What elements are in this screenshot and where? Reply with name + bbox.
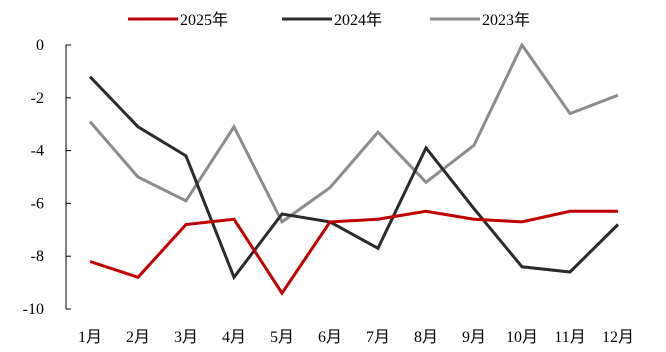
axes: 0 -2 -4 -6 -8 -10 1月 2月 3月 4月 5月 6月 7月 8月 9月 10月 11月 12月 — [23, 37, 634, 346]
x-tick-label: 7月 — [366, 329, 390, 346]
legend: 2025年 2024年 2023年 — [128, 11, 530, 29]
x-tick-label: 11月 — [554, 329, 585, 346]
series-line-2024年 — [88, 75, 620, 281]
legend-label: 2023年 — [482, 11, 530, 29]
x-tick-label: 5月 — [270, 329, 294, 346]
x-tick-label: 3月 — [174, 329, 198, 346]
series-group — [88, 42, 620, 296]
series-line-2023年 — [88, 42, 619, 225]
y-tick-label: -4 — [31, 143, 44, 160]
x-axis-labels: 1月 2月 3月 4月 5月 6月 7月 8月 9月 10月 11月 12月 — [78, 329, 634, 346]
x-tick-label: 1月 — [78, 329, 102, 346]
x-tick-label: 8月 — [414, 329, 438, 346]
y-tick-label: -10 — [23, 301, 44, 318]
x-tick-label: 9月 — [462, 329, 486, 346]
y-axis-ticks: 0 -2 -4 -6 -8 -10 — [23, 37, 71, 318]
series-line-2025年 — [89, 209, 618, 296]
x-tick-label: 2月 — [126, 329, 150, 346]
y-tick-label: -6 — [31, 195, 44, 212]
x-tick-label: 6月 — [318, 329, 342, 346]
x-tick-label: 10月 — [506, 329, 538, 346]
legend-label: 2024年 — [334, 11, 382, 29]
y-tick-label: 0 — [36, 37, 44, 54]
x-tick-label: 12月 — [602, 329, 634, 346]
y-tick-label: -8 — [31, 248, 44, 265]
legend-label: 2025年 — [180, 11, 228, 29]
x-tick-label: 4月 — [222, 329, 246, 346]
y-tick-label: -2 — [31, 90, 44, 107]
